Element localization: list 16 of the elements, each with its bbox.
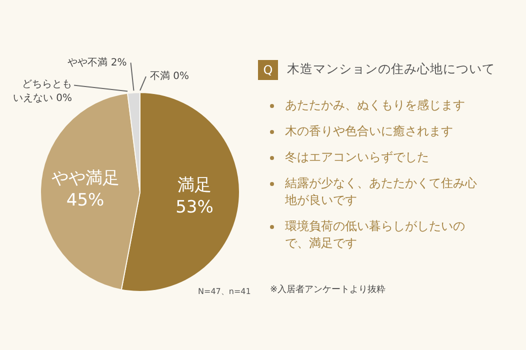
slice-label: やや不満 2% <box>68 56 127 68</box>
text: 冬はエアコンいらずでした <box>284 149 430 166</box>
legend-label: 不満 0% <box>150 70 190 82</box>
text: 環境負荷の低い暮らしがしたいので、満足です <box>284 218 466 252</box>
text: 結露が少なく、あたたかくて住み心地が良いです <box>284 175 478 209</box>
text: ※入居者アンケートより抜粋 <box>270 284 386 296</box>
slice-label: やや満足 <box>51 168 120 189</box>
data-label: 45% <box>66 190 104 211</box>
text: 木造マンションの住み心地について <box>287 61 495 78</box>
slice-label: 満足 <box>177 176 212 196</box>
category-label: どちらともいえない 0% <box>12 78 72 104</box>
text: N=47、n=41 <box>198 286 251 297</box>
text: Q <box>258 60 278 80</box>
data-label: 53% <box>176 198 214 218</box>
text: あたたかみ、ぬくもりを感じます <box>284 97 466 114</box>
text: 木の香りや色合いに癒されます <box>284 123 454 140</box>
